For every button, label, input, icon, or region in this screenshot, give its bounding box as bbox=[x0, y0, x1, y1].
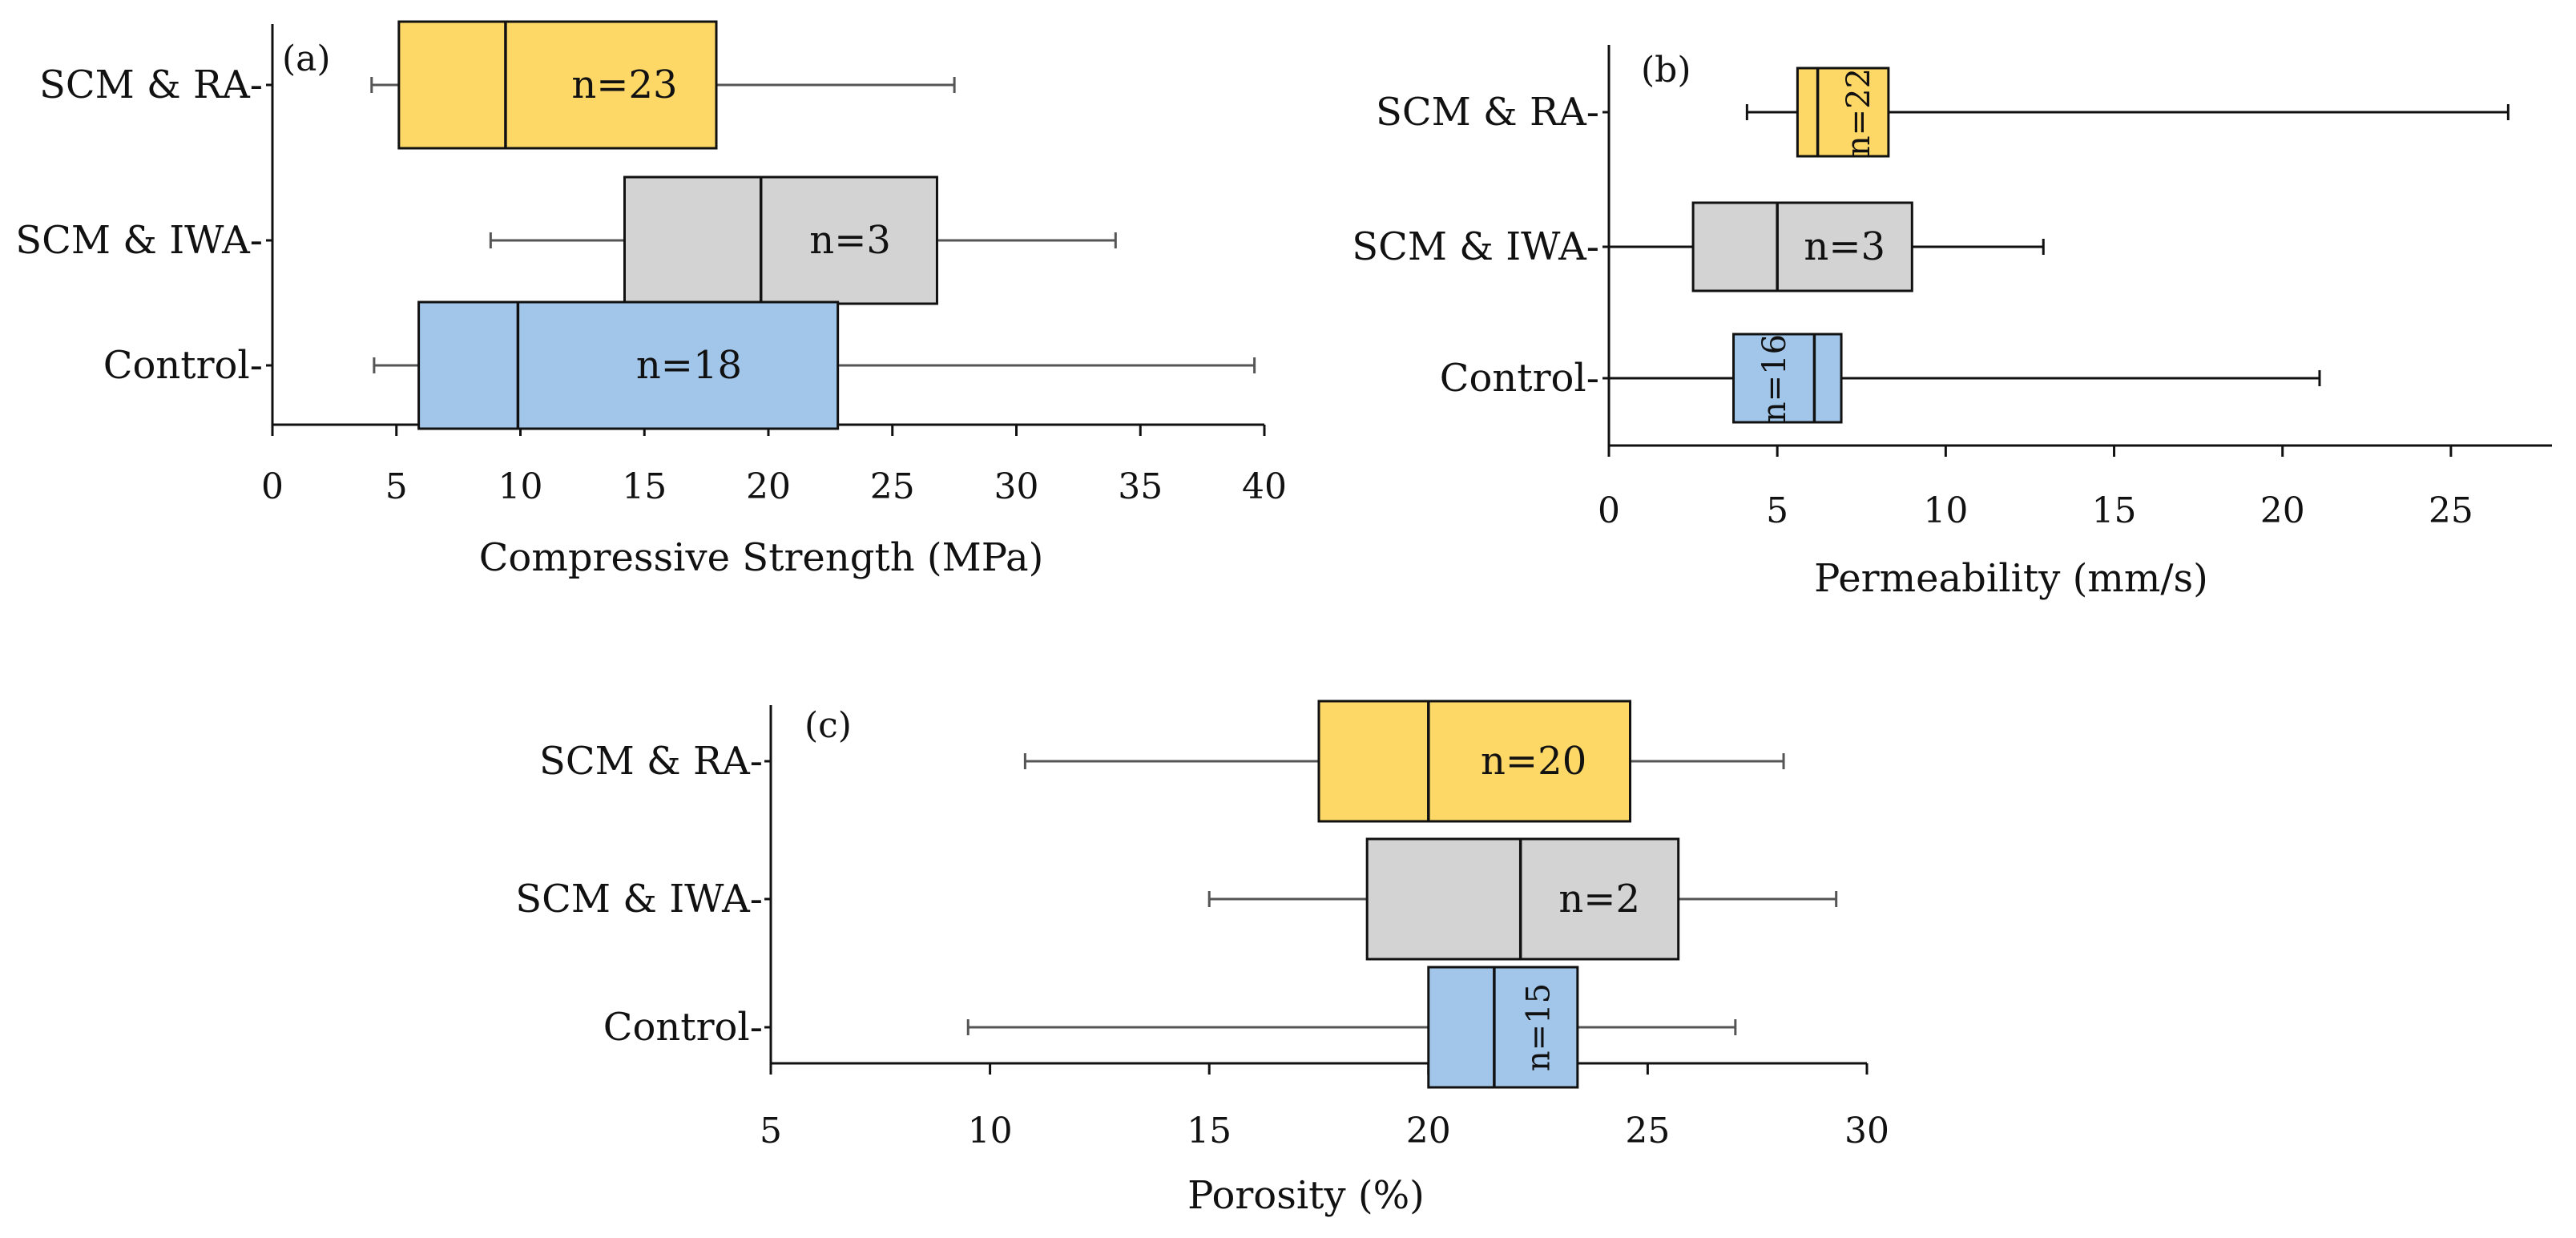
box-scm-and-iwa bbox=[1365, 837, 1680, 961]
x-tick-label: 10 bbox=[498, 466, 543, 507]
panel-label: (c) bbox=[804, 705, 852, 746]
n-label-control: n=18 bbox=[636, 343, 742, 388]
category-label-scm-and-iwa: SCM & IWA- bbox=[515, 877, 763, 921]
category-label-scm-and-iwa: SCM & IWA- bbox=[15, 218, 263, 263]
box-control bbox=[417, 300, 840, 430]
x-tick-label: 20 bbox=[1406, 1111, 1451, 1151]
panel-label: (a) bbox=[282, 38, 331, 79]
category-label-scm-and-ra: SCM & RA- bbox=[1376, 90, 1599, 135]
category-label-scm-and-iwa: SCM & IWA- bbox=[1352, 224, 1599, 269]
category-label-control: Control- bbox=[103, 343, 263, 388]
x-tick-label: 10 bbox=[1923, 490, 1968, 531]
x-tick-label: 25 bbox=[1625, 1111, 1670, 1151]
n-label-control: n=16 bbox=[1756, 334, 1793, 422]
panel-c: (c) 5 10 15 20 25 30 Porosity (%) SCM & RA-n=20 S… bbox=[515, 700, 1889, 1218]
x-tick-label: 30 bbox=[1844, 1111, 1889, 1151]
x-tick-label: 20 bbox=[746, 466, 791, 507]
x-axis-title: Compressive Strength (MPa) bbox=[479, 535, 1044, 580]
panel-b: (b) 0 5 10 15 20 25 Permeability (mm/s) SCM & RA… bbox=[1352, 45, 2552, 601]
panel-a: (a) 0 5 10 15 20 25 30 35 40 Compressive Strength … bbox=[15, 20, 1287, 580]
x-tick-label: 15 bbox=[2092, 490, 2137, 531]
box-scm-and-ra bbox=[1317, 700, 1632, 823]
x-tick-label: 25 bbox=[2429, 490, 2473, 531]
panel-label: (b) bbox=[1641, 50, 1691, 91]
category-label-scm-and-ra: SCM & RA- bbox=[539, 739, 763, 784]
x-tick-label: 15 bbox=[622, 466, 667, 507]
x-tick-label: 20 bbox=[2260, 490, 2305, 531]
box-scm-and-ra bbox=[397, 20, 718, 150]
x-tick-label: 0 bbox=[1598, 490, 1620, 531]
x-tick-label: 30 bbox=[994, 466, 1039, 507]
x-tick-label: 40 bbox=[1242, 466, 1287, 507]
x-axis-title: Porosity (%) bbox=[1187, 1173, 1425, 1218]
x-tick-label: 0 bbox=[261, 466, 284, 507]
box-scm-and-iwa bbox=[1691, 201, 1913, 292]
box-scm-and-ra bbox=[1796, 67, 1890, 158]
x-tick-label: 35 bbox=[1118, 466, 1163, 507]
n-label-scm-and-ra: n=20 bbox=[1481, 739, 1586, 784]
box-control bbox=[1732, 333, 1843, 424]
n-label-scm-and-iwa: n=3 bbox=[1804, 224, 1885, 269]
x-tick-label: 5 bbox=[385, 466, 408, 507]
n-label-scm-and-iwa: n=3 bbox=[809, 218, 891, 263]
x-tick-label: 10 bbox=[968, 1111, 1013, 1151]
category-label-scm-and-ra: SCM & RA- bbox=[39, 63, 263, 107]
category-label-control: Control- bbox=[1440, 356, 1599, 401]
x-tick-label: 15 bbox=[1187, 1111, 1232, 1151]
n-label-scm-and-ra: n=22 bbox=[1840, 68, 1877, 156]
n-label-control: n=15 bbox=[1521, 983, 1558, 1071]
category-label-control: Control- bbox=[603, 1005, 763, 1050]
x-axis-title: Permeability (mm/s) bbox=[1814, 556, 2208, 601]
n-label-scm-and-ra: n=23 bbox=[571, 63, 677, 107]
x-tick-label: 5 bbox=[1766, 490, 1788, 531]
box-control bbox=[1427, 966, 1579, 1089]
x-tick-label: 25 bbox=[870, 466, 915, 507]
x-tick-label: 5 bbox=[760, 1111, 782, 1151]
n-label-scm-and-iwa: n=2 bbox=[1558, 877, 1640, 921]
